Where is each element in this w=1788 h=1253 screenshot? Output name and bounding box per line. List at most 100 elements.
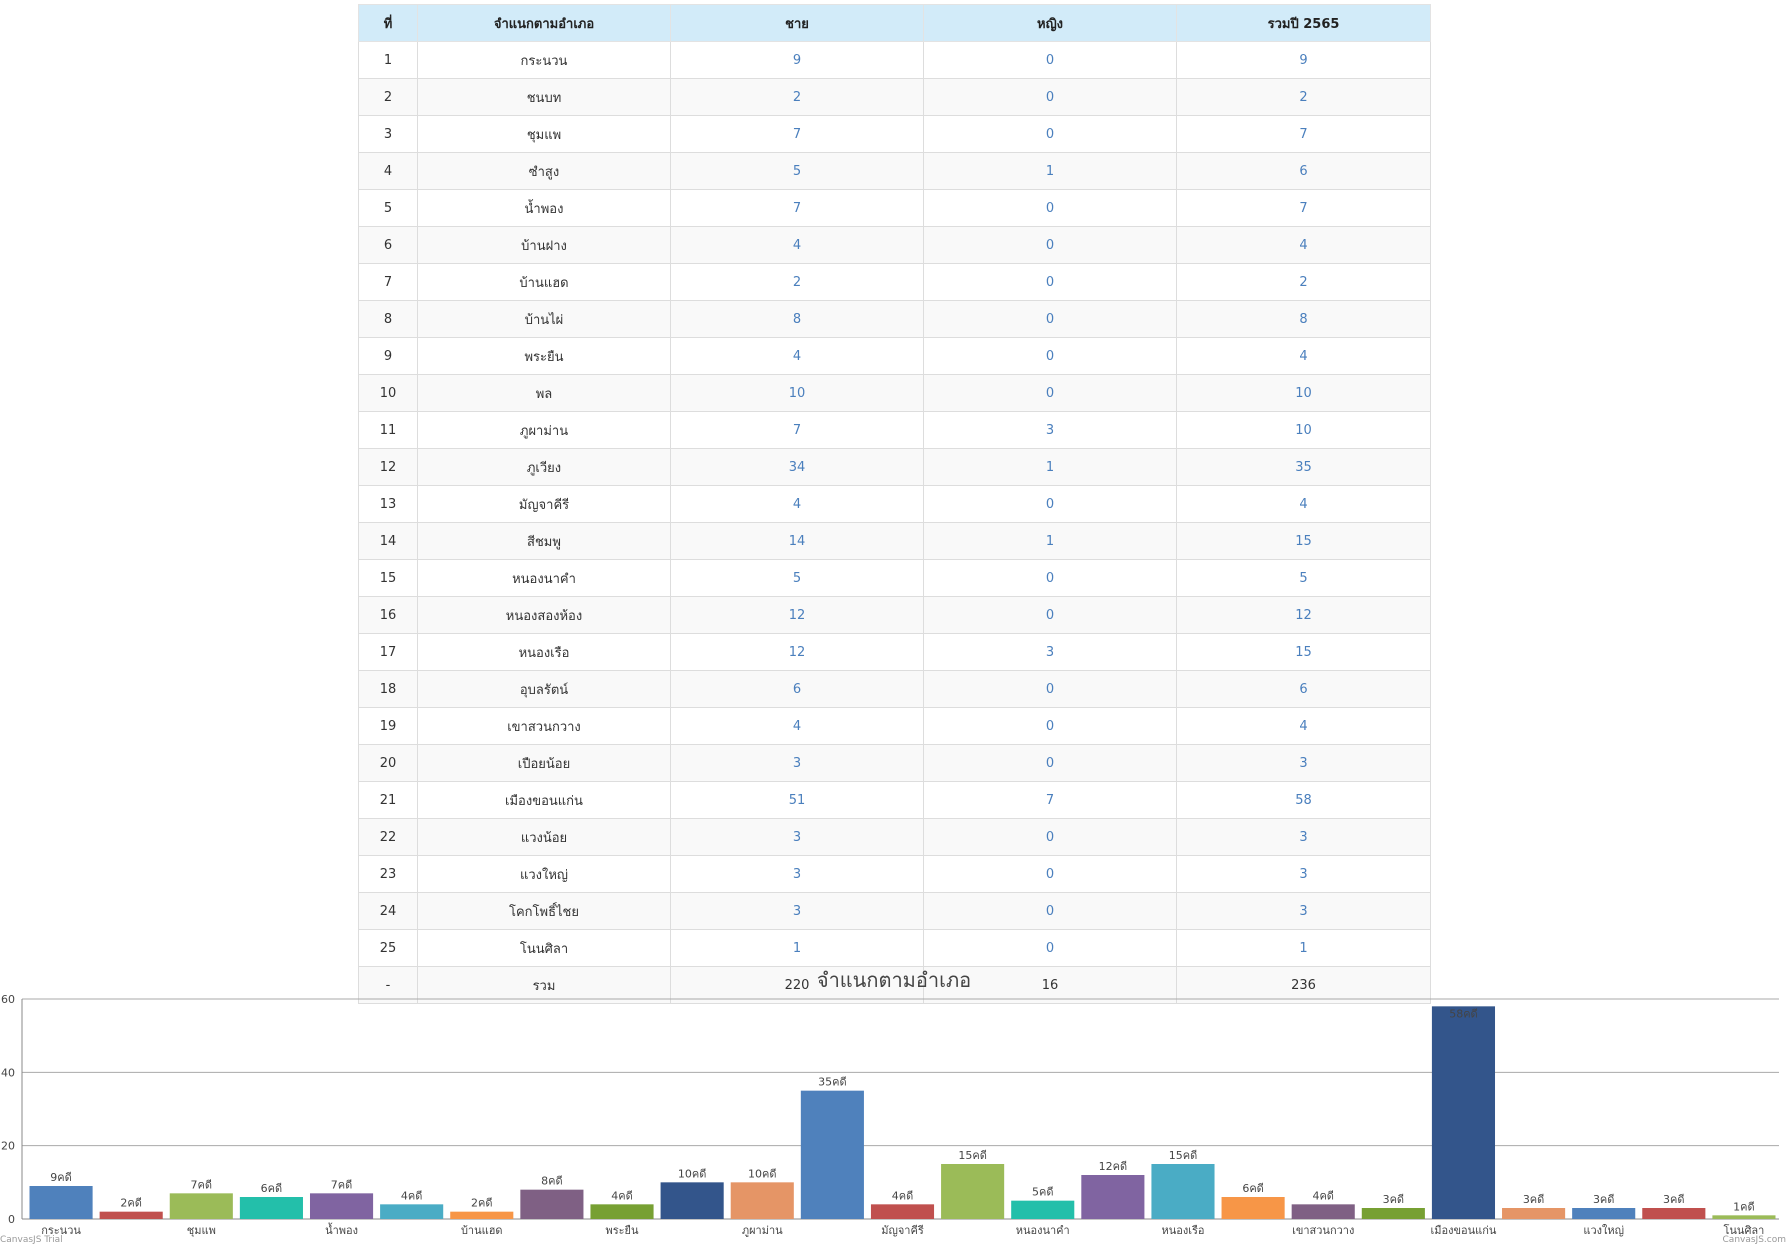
cell-district: พล — [417, 374, 671, 412]
cell-male[interactable]: 5 — [670, 559, 924, 597]
table-row: 13 มัญจาคีรี 4 0 4 — [358, 485, 1431, 523]
cell-total[interactable]: 7 — [1176, 189, 1431, 227]
cell-female[interactable]: 0 — [923, 226, 1177, 264]
cell-total[interactable]: 3 — [1176, 744, 1431, 782]
cell-index: 21 — [358, 781, 418, 819]
cell-total[interactable]: 6 — [1176, 670, 1431, 708]
cell-male[interactable]: 6 — [670, 670, 924, 708]
cell-female[interactable]: 0 — [923, 707, 1177, 745]
cell-total[interactable]: 5 — [1176, 559, 1431, 597]
bar-17 — [1151, 1164, 1215, 1219]
x-tick-label: โนนศิลา — [1724, 1223, 1765, 1237]
cell-district: หนองนาคำ — [417, 559, 671, 597]
cell-total[interactable]: 2 — [1176, 263, 1431, 301]
cell-total[interactable]: 4 — [1176, 485, 1431, 523]
cell-male[interactable]: 2 — [670, 263, 924, 301]
cell-male[interactable]: 7 — [670, 115, 924, 153]
cell-total[interactable]: 8 — [1176, 300, 1431, 338]
cell-male[interactable]: 4 — [670, 337, 924, 375]
cell-index: 9 — [358, 337, 418, 375]
cell-male[interactable]: 10 — [670, 374, 924, 412]
cell-total[interactable]: 3 — [1176, 818, 1431, 856]
cell-female[interactable]: 0 — [923, 300, 1177, 338]
cell-male[interactable]: 4 — [670, 485, 924, 523]
cell-total[interactable]: 35 — [1176, 448, 1431, 486]
total-female: 16 — [923, 966, 1177, 1004]
cell-female[interactable]: 0 — [923, 892, 1177, 930]
cell-female[interactable]: 1 — [923, 448, 1177, 486]
cell-total[interactable]: 3 — [1176, 855, 1431, 893]
cell-total[interactable]: 7 — [1176, 115, 1431, 153]
cell-female[interactable]: 0 — [923, 855, 1177, 893]
cell-female[interactable]: 0 — [923, 78, 1177, 116]
cell-male[interactable]: 7 — [670, 411, 924, 449]
cell-female[interactable]: 3 — [923, 633, 1177, 671]
cell-total[interactable]: 1 — [1176, 929, 1431, 967]
cell-female[interactable]: 0 — [923, 670, 1177, 708]
cell-index: 25 — [358, 929, 418, 967]
cell-index: 14 — [358, 522, 418, 560]
bar-13 — [870, 1204, 935, 1219]
cell-female[interactable]: 7 — [923, 781, 1177, 819]
cell-female[interactable]: 0 — [923, 337, 1177, 375]
cell-male[interactable]: 9 — [670, 41, 924, 79]
y-tick-label: 20 — [1, 1140, 15, 1153]
table-row: 4 ซำสูง 5 1 6 — [358, 152, 1431, 190]
cell-female[interactable]: 3 — [923, 411, 1177, 449]
cell-male[interactable]: 34 — [670, 448, 924, 486]
cell-total[interactable]: 9 — [1176, 41, 1431, 79]
cell-male[interactable]: 8 — [670, 300, 924, 338]
cell-female[interactable]: 1 — [923, 522, 1177, 560]
cell-female[interactable]: 0 — [923, 485, 1177, 523]
bar-25 — [1712, 1215, 1776, 1219]
bar-15 — [1011, 1200, 1075, 1219]
cell-female[interactable]: 0 — [923, 189, 1177, 227]
cell-total[interactable]: 6 — [1176, 152, 1431, 190]
cell-male[interactable]: 3 — [670, 855, 924, 893]
cell-total[interactable]: 10 — [1176, 411, 1431, 449]
cell-district: ภูผาม่าน — [417, 411, 671, 449]
cell-male[interactable]: 14 — [670, 522, 924, 560]
table-row: 9 พระยืน 4 0 4 — [358, 337, 1431, 375]
cell-female[interactable]: 1 — [923, 152, 1177, 190]
table-body: 1 กระนวน 9 0 9 2 ชนบท 2 0 2 3 ชุมแพ 7 0 7 4 ซำสูง 5 1 6 5 น้ำ… — [358, 41, 1431, 1004]
cell-total[interactable]: 4 — [1176, 707, 1431, 745]
cell-male[interactable]: 3 — [670, 744, 924, 782]
cell-male[interactable]: 12 — [670, 633, 924, 671]
cell-total[interactable]: 10 — [1176, 374, 1431, 412]
cell-female[interactable]: 0 — [923, 559, 1177, 597]
cell-district: สีชมพู — [417, 522, 671, 560]
cell-male[interactable]: 51 — [670, 781, 924, 819]
cell-male[interactable]: 4 — [670, 707, 924, 745]
x-tick-label: ชุมแพ — [187, 1224, 216, 1237]
cell-female[interactable]: 0 — [923, 115, 1177, 153]
cell-male[interactable]: 2 — [670, 78, 924, 116]
cell-female[interactable]: 0 — [923, 744, 1177, 782]
cell-female[interactable]: 0 — [923, 818, 1177, 856]
cell-index: 17 — [358, 633, 418, 671]
table-row: 18 อุบลรัตน์ 6 0 6 — [358, 670, 1431, 708]
cell-female[interactable]: 0 — [923, 263, 1177, 301]
cell-total[interactable]: 15 — [1176, 522, 1431, 560]
cell-male[interactable]: 4 — [670, 226, 924, 264]
table-row: 2 ชนบท 2 0 2 — [358, 78, 1431, 116]
cell-female[interactable]: 0 — [923, 374, 1177, 412]
cell-male[interactable]: 3 — [670, 818, 924, 856]
cell-male[interactable]: 5 — [670, 152, 924, 190]
cell-male[interactable]: 12 — [670, 596, 924, 634]
cell-male[interactable]: 3 — [670, 892, 924, 930]
cell-female[interactable]: 0 — [923, 596, 1177, 634]
cell-total[interactable]: 3 — [1176, 892, 1431, 930]
cell-female[interactable]: 0 — [923, 41, 1177, 79]
cell-total[interactable]: 2 — [1176, 78, 1431, 116]
cell-total[interactable]: 12 — [1176, 596, 1431, 634]
cell-index: 6 — [358, 226, 418, 264]
cell-district: หนองเรือ — [417, 633, 671, 671]
cell-total[interactable]: 15 — [1176, 633, 1431, 671]
cell-total[interactable]: 4 — [1176, 226, 1431, 264]
cell-male[interactable]: 7 — [670, 189, 924, 227]
cell-total[interactable]: 4 — [1176, 337, 1431, 375]
cell-district: ชุมแพ — [417, 115, 671, 153]
watermark-right: CanvasJS.com — [1723, 1235, 1786, 1245]
cell-total[interactable]: 58 — [1176, 781, 1431, 819]
